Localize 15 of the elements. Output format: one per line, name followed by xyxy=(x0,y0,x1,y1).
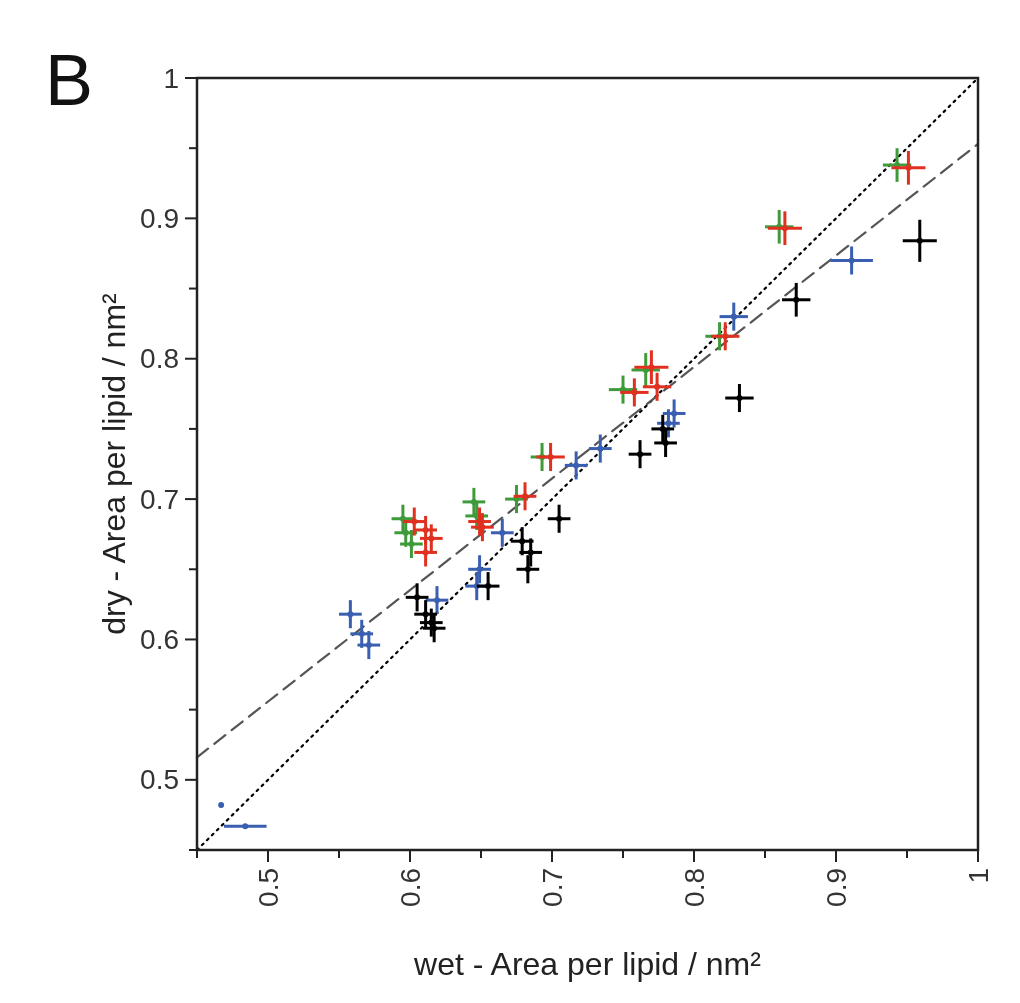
x-tick-label: 0.8 xyxy=(678,868,710,907)
x-tick-label: 0.9 xyxy=(820,868,852,907)
y-tick-label: 0.8 xyxy=(140,343,179,375)
y-tick-label: 0.5 xyxy=(140,764,179,796)
x-tick-label: 0.6 xyxy=(394,868,426,907)
x-tick-label: 1 xyxy=(962,868,994,884)
y-tick-label: 1 xyxy=(163,62,179,94)
y-axis-title: dry - Area per lipid / nm² xyxy=(96,292,132,635)
x-tick-label: 0.7 xyxy=(536,868,568,907)
x-tick-label: 0.5 xyxy=(252,868,284,907)
x-axis-title: wet - Area per lipid / nm² xyxy=(413,946,762,982)
text: B xyxy=(45,40,94,120)
y-tick-label: 0.6 xyxy=(140,623,179,655)
y-tick-label: 0.7 xyxy=(140,483,179,515)
y-tick-label: 0.9 xyxy=(140,202,179,234)
